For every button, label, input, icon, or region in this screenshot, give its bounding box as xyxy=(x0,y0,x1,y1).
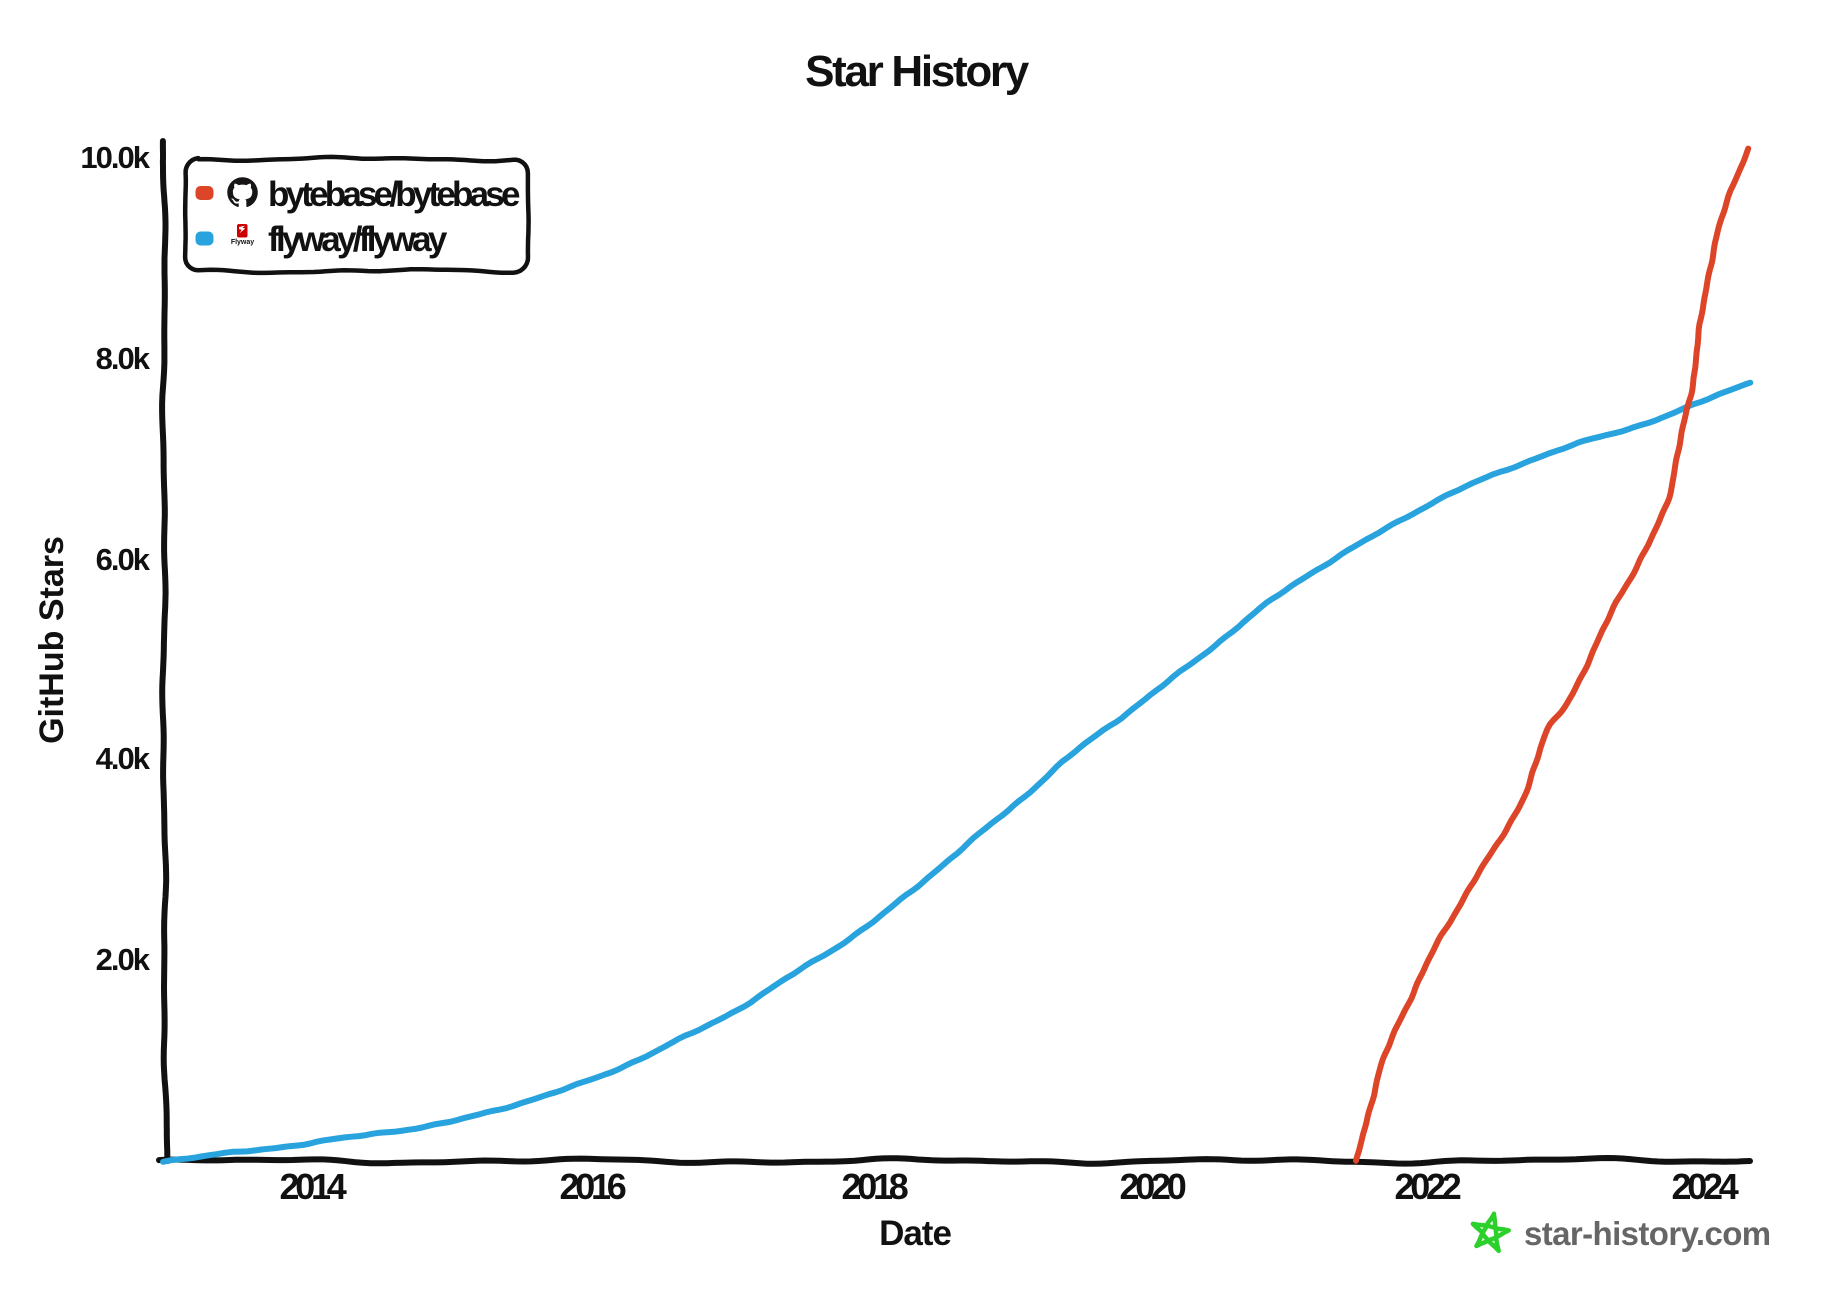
svg-text:2022: 2022 xyxy=(1395,1166,1461,1207)
svg-text:2014: 2014 xyxy=(280,1166,347,1207)
svg-text:Star History: Star History xyxy=(805,47,1030,96)
svg-text:2020: 2020 xyxy=(1120,1166,1186,1207)
svg-text:flyway/flyway: flyway/flyway xyxy=(268,220,448,259)
svg-text:4.0k: 4.0k xyxy=(96,741,151,776)
svg-text:6.0k: 6.0k xyxy=(96,542,151,577)
svg-text:8.0k: 8.0k xyxy=(96,341,151,376)
svg-text:2.0k: 2.0k xyxy=(96,942,151,977)
svg-text:bytebase/bytebase: bytebase/bytebase xyxy=(268,175,520,214)
svg-text:2024: 2024 xyxy=(1672,1166,1739,1207)
svg-text:2018: 2018 xyxy=(842,1166,908,1207)
svg-text:2016: 2016 xyxy=(560,1166,626,1207)
svg-text:star-history.com: star-history.com xyxy=(1524,1215,1771,1252)
svg-text:10.0k: 10.0k xyxy=(80,140,150,175)
svg-text:GitHub Stars: GitHub Stars xyxy=(33,536,71,744)
svg-text:Flyway: Flyway xyxy=(231,239,254,246)
svg-text:Date: Date xyxy=(879,1214,951,1253)
